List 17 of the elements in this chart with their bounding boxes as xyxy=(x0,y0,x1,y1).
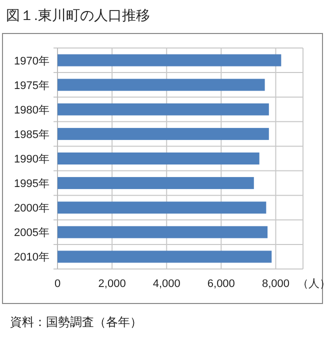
x-tick-label: 6,000 xyxy=(207,278,235,290)
y-tick-label: 2005年 xyxy=(14,227,50,240)
y-tick-label: 1995年 xyxy=(14,178,50,190)
y-tick-label: 1975年 xyxy=(14,80,50,92)
title: 図１.東川町の人口推移 xyxy=(6,7,150,23)
y-tick-label: 2010年 xyxy=(14,252,50,264)
y-tick-label: 2000年 xyxy=(14,202,50,215)
x-axis-title: （人） xyxy=(298,278,326,290)
x-tick-label: 4,000 xyxy=(152,278,180,290)
y-tick-label: 1970年 xyxy=(14,55,50,68)
x-tick-label: 8,000 xyxy=(262,278,290,290)
text: 資料：国勢調査（各年） xyxy=(10,315,142,329)
x-tick-label: 2,000 xyxy=(98,278,126,290)
y-tick-label: 1990年 xyxy=(14,154,50,166)
y-tick-label: 1980年 xyxy=(14,104,50,116)
y-tick-label: 1985年 xyxy=(14,128,50,141)
x-tick-label: 0 xyxy=(54,278,61,290)
